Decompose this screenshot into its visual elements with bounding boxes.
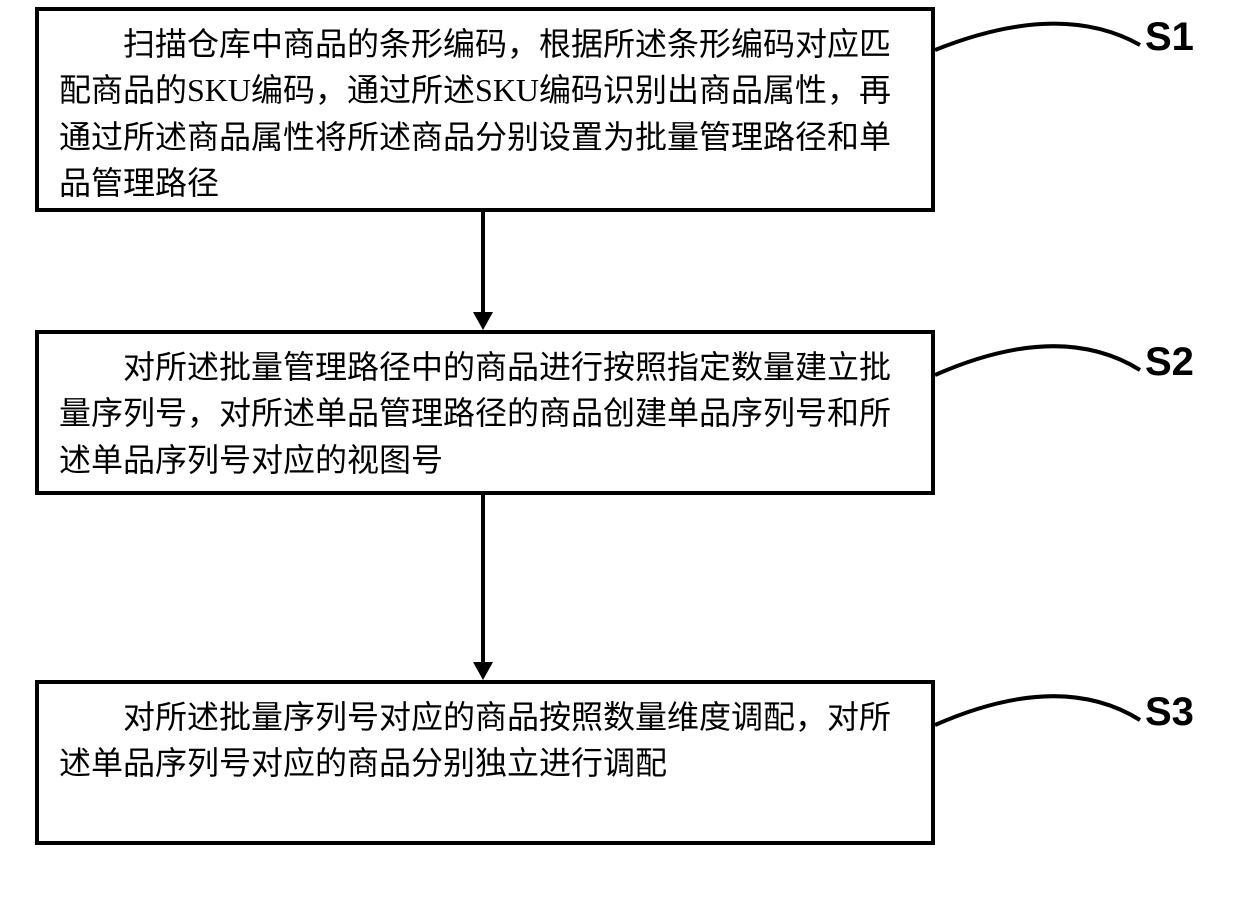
connector-s3 <box>0 0 1240 899</box>
